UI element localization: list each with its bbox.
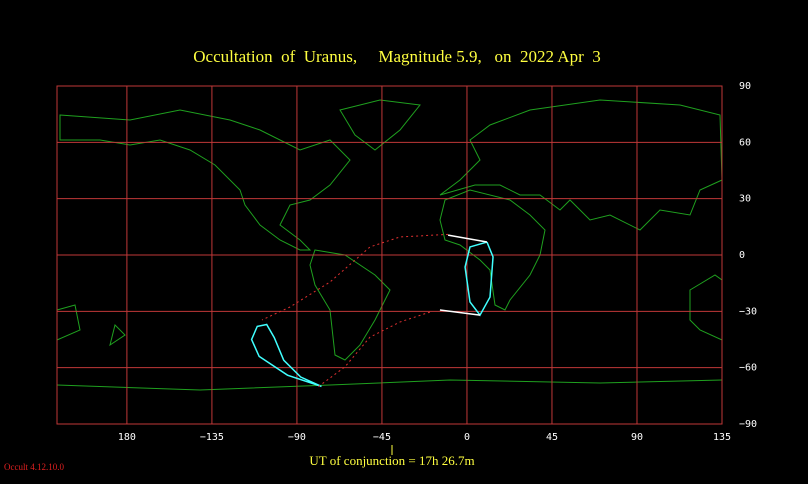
x-tick-label: 135 (713, 432, 731, 443)
version: Occult 4.12.10.0 (4, 462, 64, 472)
occultation-path (464, 241, 494, 317)
x-tick-label: −45 (373, 432, 391, 443)
antarctica (56, 379, 723, 391)
y-tick-label: −60 (739, 363, 757, 374)
conjunction-time: UT of conjunction = 17h 26.7m (309, 453, 474, 468)
x-tick-label: 90 (631, 432, 643, 443)
y-tick-label: 0 (739, 250, 745, 261)
africa (439, 189, 546, 311)
south-america (309, 249, 391, 361)
new-zealand (109, 324, 126, 347)
x-tick-label: 180 (118, 432, 136, 443)
x-tick-label: 45 (546, 432, 558, 443)
occultation-path (447, 234, 488, 243)
y-tick-label: 60 (739, 137, 751, 148)
y-tick-label: 30 (739, 194, 751, 205)
x-tick-label: 0 (464, 432, 470, 443)
y-tick-label: −90 (739, 419, 757, 430)
y-tick-label: −30 (739, 306, 757, 317)
occultation-path (261, 233, 449, 321)
x-tick-label: −135 (200, 432, 224, 443)
greenland (339, 99, 421, 151)
occultation-path (250, 323, 322, 388)
x-tick-label: −90 (288, 432, 306, 443)
occultation-path (317, 311, 431, 388)
north-america (59, 109, 351, 251)
occultation-path (439, 309, 481, 316)
y-tick-label: 90 (739, 81, 751, 92)
eurasia (439, 99, 723, 231)
chart-title: Occultation of Uranus, Magnitude 5.9, on… (193, 47, 600, 66)
